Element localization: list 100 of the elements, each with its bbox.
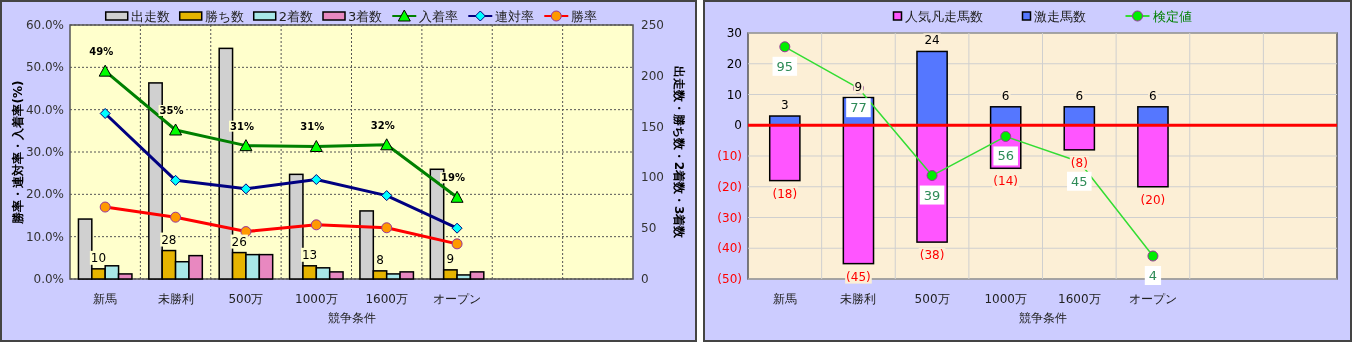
data-label: 6 [1001,88,1010,103]
data-label: (20) [1140,192,1166,207]
y-tick-label: 0 [734,118,742,133]
point [380,138,394,151]
point [309,140,323,152]
data-label: 95 [776,58,794,74]
point [99,201,111,213]
x-tick-label: 新馬 [772,292,797,306]
point [381,222,393,234]
point [450,190,464,203]
x-tick-label: オープン [433,292,482,306]
y-tick-label: 30.0% [25,145,64,159]
data-label: 9 [854,79,863,94]
x-tick-label: 1600万 [1058,292,1101,306]
point [170,211,182,223]
data-label: 32% [370,119,395,131]
bar [842,124,875,265]
y-tick-label: 20 [726,56,742,71]
legend-label: 2着数 [278,9,313,24]
data-label: 6 [1149,88,1157,103]
y-tick-label: (50) [717,272,742,286]
data-label: 28 [161,232,177,247]
bar [1063,124,1096,151]
point [98,64,112,77]
point [240,183,252,195]
bar [1137,124,1169,188]
point [1000,130,1012,142]
data-label: 39 [923,187,941,203]
data-label: 3 [780,98,789,113]
y-tick-label: (20) [717,179,742,194]
data-label: (45) [846,269,871,284]
bar [989,106,1022,126]
data-label: 6 [1075,88,1084,103]
point [926,170,938,182]
data-label: 45 [1071,173,1088,189]
data-label: 31% [300,121,325,133]
y2-tick-label: 250 [641,18,664,32]
data-label: (8) [1070,155,1088,170]
x-tick-label: 1000万 [295,292,338,306]
y-tick-label: 20.0% [25,187,64,202]
y-tick-label: (40) [717,241,742,256]
data-label: 9 [446,251,455,266]
point [451,222,463,234]
data-label: (14) [993,174,1019,189]
x-tick-label: 1600万 [365,292,408,306]
legend-label: 勝ち数 [204,9,244,24]
y-tick-label: 0.0% [33,272,64,286]
data-label: 10 [90,250,107,265]
data-label: 19% [441,172,466,184]
point [239,139,253,152]
point [170,174,182,186]
y-tick-label: 50.0% [25,60,64,75]
point [310,174,322,186]
y-axis-title: 勝率・連対率・入着率(%) [11,80,25,225]
y-tick-label: 40.0% [25,102,64,117]
data-label: 24 [924,33,940,48]
point [310,219,322,231]
y2-tick-label: 150 [641,119,664,134]
legend-label: 連対率 [495,9,535,24]
point [779,41,791,53]
data-label: 26 [231,234,247,249]
legend-label: 出走数 [130,9,170,24]
legend-label: 入着率 [419,9,459,24]
data-label: (38) [919,248,945,263]
y-tick-label: 60.0% [25,18,64,32]
legend-label: 人気凡走馬数 [904,9,983,24]
data-label: 8 [376,252,384,267]
data-label: (18) [772,186,798,201]
legend-label: 激走馬数 [1033,9,1086,24]
x-tick-label: 500万 [914,292,950,306]
legend-label: 勝率 [571,9,598,24]
point [169,123,183,136]
bar [1137,106,1169,126]
data-label: 35% [159,104,184,116]
data-label: 13 [301,247,318,262]
x-tick-label: 未勝利 [157,292,194,306]
x-tick-label: 新馬 [93,292,118,306]
y-tick-label: (30) [717,210,742,225]
point [451,238,463,250]
y2-axis-title: 出走数・勝ち数・2着数・3着数 [672,65,686,240]
point [1147,250,1159,262]
y-tick-label: 10 [726,87,742,102]
y-tick-label: (10) [717,149,742,163]
x-tick-label: 500万 [228,292,264,306]
x-tick-label: 1000万 [984,292,1027,306]
x-axis-title: 競争条件 [1018,311,1067,325]
point [99,107,111,119]
y2-tick-label: 200 [641,68,664,83]
data-label: 4 [1148,268,1158,284]
bar [1063,106,1096,126]
y2-tick-label: 50 [641,221,657,236]
point [381,190,393,202]
x-tick-label: 未勝利 [840,292,877,306]
data-label: 77 [850,100,867,116]
x-tick-label: オープン [1128,292,1177,306]
data-label: 49% [89,46,114,58]
y-tick-label: 10.0% [25,229,64,244]
data-label: 31% [229,120,254,132]
legend-label: 検定値 [1152,9,1192,24]
y2-tick-label: 0 [641,272,649,286]
